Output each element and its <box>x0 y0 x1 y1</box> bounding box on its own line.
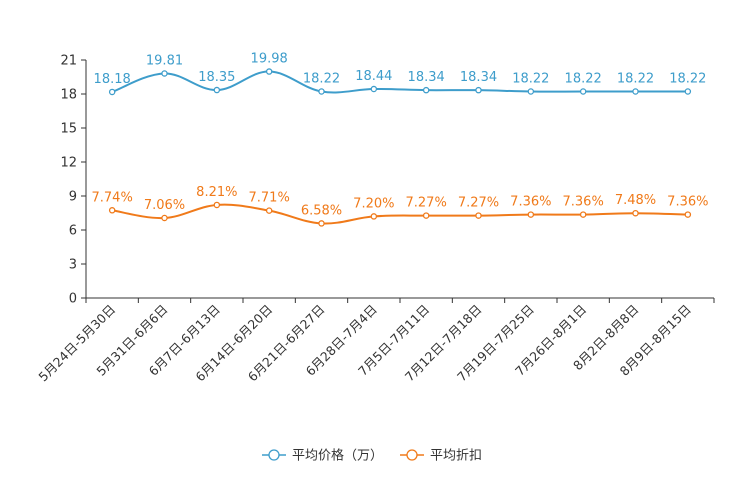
data-label: 7.27% <box>458 196 499 211</box>
data-label: 7.36% <box>667 195 708 210</box>
legend-marker <box>406 449 418 461</box>
data-label: 18.34 <box>408 70 445 85</box>
series-line-0 <box>111 70 688 94</box>
data-point[interactable] <box>684 211 692 218</box>
data-point[interactable] <box>527 88 535 95</box>
data-label: 18.44 <box>355 69 392 84</box>
legend-marker <box>268 449 280 461</box>
data-point[interactable] <box>579 211 587 218</box>
data-label: 7.48% <box>615 193 656 208</box>
data-point[interactable] <box>475 212 482 219</box>
data-label: 6.58% <box>301 203 342 218</box>
y-tick-label: 21 <box>60 54 77 69</box>
data-point[interactable] <box>108 88 116 96</box>
data-label: 8.21% <box>196 185 237 200</box>
data-point[interactable] <box>579 88 587 95</box>
data-point[interactable] <box>422 212 430 219</box>
data-point[interactable] <box>213 201 221 209</box>
data-point[interactable] <box>318 220 325 227</box>
data-label: 7.36% <box>510 195 551 210</box>
data-label: 7.71% <box>249 191 290 206</box>
y-tick-label: 12 <box>60 156 77 171</box>
data-label: 18.22 <box>565 72 602 87</box>
data-point[interactable] <box>422 86 430 94</box>
data-label: 7.06% <box>144 198 185 213</box>
y-tick-label: 6 <box>69 224 77 239</box>
data-point[interactable] <box>265 68 273 75</box>
data-point[interactable] <box>213 86 221 94</box>
data-point[interactable] <box>161 70 168 77</box>
series-line-1 <box>112 203 688 225</box>
data-label: 7.36% <box>563 195 604 210</box>
data-label: 18.22 <box>512 72 549 87</box>
data-point[interactable] <box>684 88 692 95</box>
data-label: 18.22 <box>669 72 706 87</box>
data-point[interactable] <box>265 207 273 214</box>
data-label: 7.74% <box>92 190 133 205</box>
legend-item-0[interactable]: 平均价格（万） <box>262 448 383 464</box>
data-label: 18.22 <box>303 72 340 87</box>
legend-label: 平均价格（万） <box>292 448 383 464</box>
data-label: 18.35 <box>198 70 235 85</box>
legend-label: 平均折扣 <box>430 449 482 464</box>
y-tick-label: 9 <box>69 190 77 205</box>
data-point[interactable] <box>632 88 639 95</box>
data-point[interactable] <box>632 209 639 217</box>
data-label: 19.98 <box>251 52 288 67</box>
data-label: 19.81 <box>146 53 183 68</box>
data-point[interactable] <box>370 213 378 220</box>
data-point[interactable] <box>527 211 535 218</box>
data-label: 7.27% <box>406 196 447 211</box>
y-tick-label: 3 <box>69 258 77 273</box>
data-point[interactable] <box>108 207 116 214</box>
legend-item-1[interactable]: 平均折扣 <box>400 449 482 464</box>
data-label: 18.18 <box>94 72 131 87</box>
data-point[interactable] <box>475 86 482 94</box>
data-label: 18.34 <box>460 70 497 85</box>
data-label: 7.20% <box>353 196 394 211</box>
data-point[interactable] <box>370 85 378 93</box>
data-point[interactable] <box>161 214 168 222</box>
y-tick-label: 18 <box>60 88 77 103</box>
data-label: 18.22 <box>617 72 654 87</box>
y-tick-label: 0 <box>69 292 77 307</box>
y-tick-label: 15 <box>60 122 77 137</box>
data-point[interactable] <box>318 88 325 95</box>
